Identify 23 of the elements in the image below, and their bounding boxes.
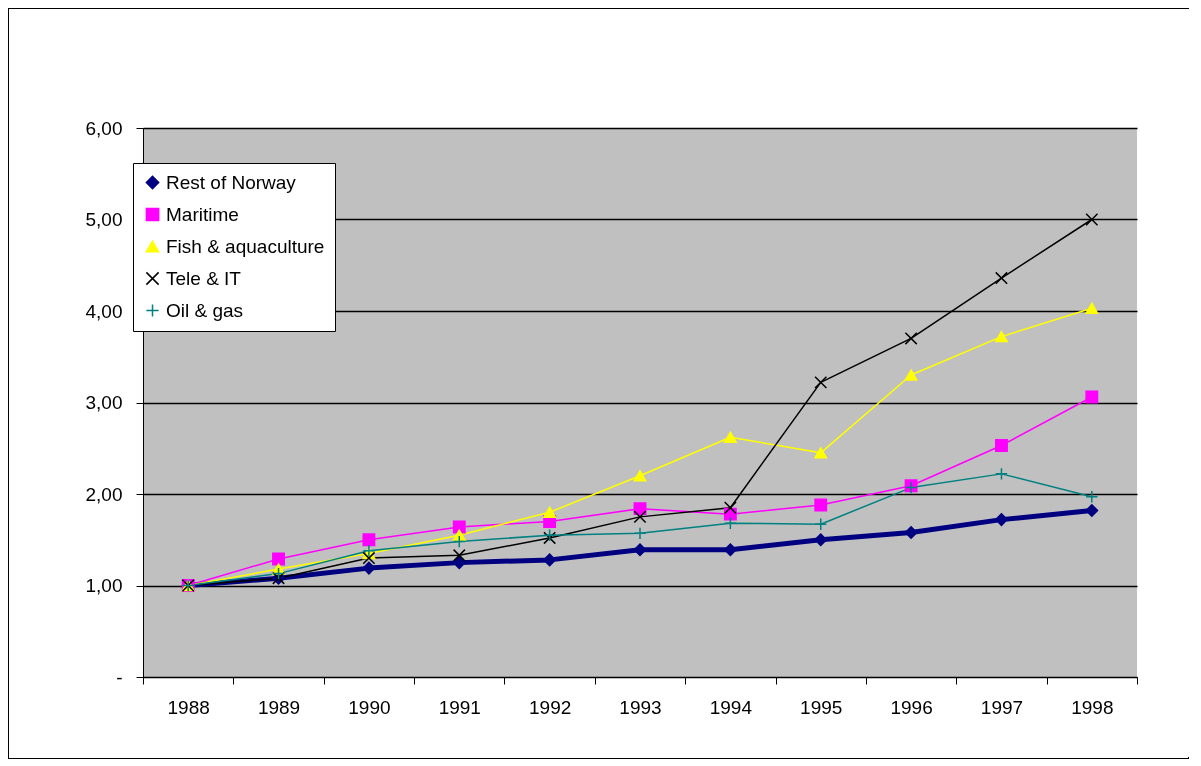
legend-label: Tele & IT xyxy=(166,267,242,289)
y-tick-label: 6,00 xyxy=(85,117,123,139)
x-tick-label: 1991 xyxy=(438,696,481,718)
legend-label: Fish & aquaculture xyxy=(166,235,325,257)
y-tick-label: 5,00 xyxy=(85,209,123,230)
y-tick-label: 3,00 xyxy=(85,392,123,413)
x-tick-label: 1989 xyxy=(257,696,301,718)
x-tick-label: 1988 xyxy=(167,696,210,718)
x-tick-label: 1993 xyxy=(619,696,662,718)
x-tick-label: 1997 xyxy=(980,696,1024,718)
x-tick-label: 1998 xyxy=(1071,696,1114,718)
legend-label: Rest of Norway xyxy=(166,171,297,193)
x-tick-label: 1995 xyxy=(800,696,843,718)
y-tick-label: 2,00 xyxy=(85,483,123,505)
x-tick-label: 1990 xyxy=(348,696,391,718)
y-tick-label: 4,00 xyxy=(85,300,123,322)
y-tick-label: 1,00 xyxy=(85,575,123,596)
x-tick-label: 1994 xyxy=(709,696,753,718)
legend-label: Maritime xyxy=(166,203,239,225)
y-tick-label: - xyxy=(116,666,123,688)
x-tick-label: 1992 xyxy=(529,696,572,718)
legend-label: Oil & gas xyxy=(166,299,244,321)
x-tick-label: 1996 xyxy=(890,696,933,718)
